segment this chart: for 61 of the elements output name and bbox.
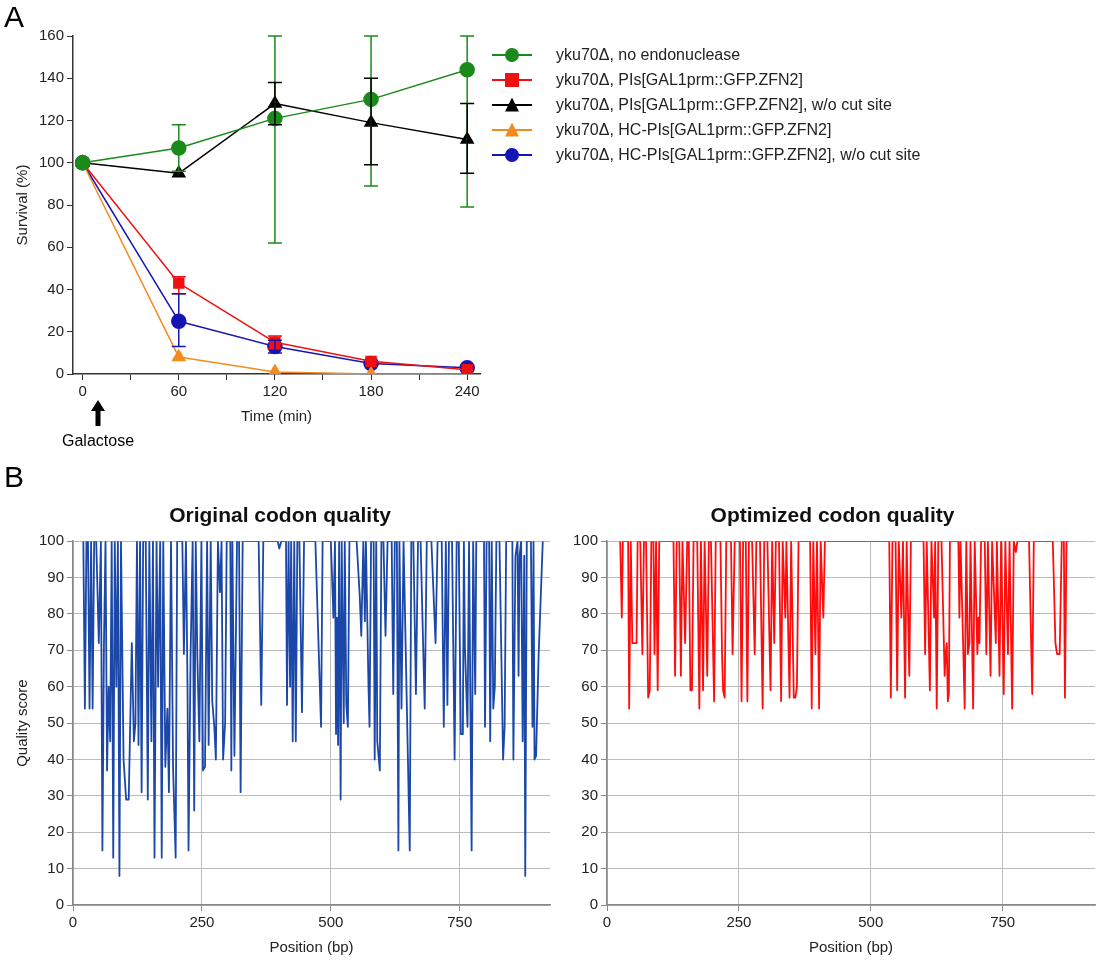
y-tick-label: 20: [47, 321, 65, 339]
x-tick-label: 500: [858, 913, 884, 931]
x-tick-label: 250: [189, 913, 215, 931]
y-tick-label: 0: [55, 364, 65, 382]
y-tick-label: 20: [581, 822, 599, 840]
legend-label: yku70Δ, PIs[GAL1prm::GFP.ZFN2]: [556, 70, 803, 89]
chart-title: Original codon quality: [169, 503, 392, 527]
y-tick-label: 90: [47, 567, 65, 585]
y-axis-title: Quality score: [13, 679, 31, 767]
x-tick-label: 250: [726, 913, 752, 931]
y-tick-label: 140: [39, 68, 65, 86]
y-tick-label: 80: [47, 604, 65, 622]
y-tick-label: 160: [39, 26, 65, 44]
x-tick-label: 180: [358, 382, 384, 400]
y-tick-label: 40: [47, 749, 65, 767]
y-tick-label: 0: [55, 895, 65, 913]
chart-title: Optimized codon quality: [710, 503, 955, 527]
x-axis-title: Position (bp): [808, 938, 894, 956]
y-tick-label: 40: [581, 749, 599, 767]
x-tick-label: 120: [262, 382, 288, 400]
y-tick-label: 60: [581, 676, 599, 694]
y-tick-label: 80: [47, 195, 65, 213]
legend-label: yku70Δ, PIs[GAL1prm::GFP.ZFN2], w/o cut site: [556, 95, 892, 114]
y-tick-label: 100: [39, 531, 65, 549]
y-tick-label: 100: [573, 531, 599, 549]
text: Galactose: [61, 432, 135, 450]
y-tick-label: 50: [47, 713, 65, 731]
x-tick-label: 60: [170, 382, 188, 400]
x-tick-label: 750: [447, 913, 473, 931]
y-tick-label: 30: [581, 786, 599, 803]
legend-label: yku70Δ, HC-PIs[GAL1prm::GFP.ZFN2], w/o cut site: [556, 145, 921, 164]
y-tick-label: 10: [47, 858, 65, 876]
y-tick-label: 90: [581, 567, 599, 585]
x-tick-label: 240: [454, 382, 480, 400]
y-axis-title: Survival (%): [13, 164, 31, 246]
x-tick-label: 0: [78, 382, 87, 400]
y-tick-label: 80: [581, 604, 599, 622]
legend-label: yku70Δ, HC-PIs[GAL1prm::GFP.ZFN2]: [556, 120, 832, 139]
legend-label: yku70Δ, no endonuclease: [556, 45, 741, 64]
x-tick-label: 750: [990, 913, 1016, 931]
y-tick-label: 40: [47, 279, 65, 297]
y-tick-label: 70: [581, 640, 599, 658]
y-tick-label: 30: [47, 786, 65, 803]
x-axis-title: Position (bp): [269, 938, 354, 956]
text: B: [4, 460, 25, 494]
x-tick-label: 0: [602, 913, 612, 931]
x-axis-title: Time (min): [240, 407, 313, 425]
y-tick-label: 20: [47, 822, 65, 840]
y-tick-label: 50: [581, 713, 599, 731]
x-tick-label: 0: [68, 913, 78, 931]
y-tick-label: 120: [39, 110, 65, 128]
y-tick-label: 100: [39, 152, 65, 170]
y-tick-label: 10: [581, 858, 599, 876]
y-tick-label: 60: [47, 237, 65, 255]
y-tick-label: 70: [47, 640, 65, 658]
y-tick-label: 60: [47, 676, 65, 694]
point: [365, 355, 377, 368]
point: [171, 349, 186, 362]
y-tick-label: 0: [589, 895, 599, 913]
x-tick-label: 500: [318, 913, 344, 931]
text: A: [4, 0, 25, 34]
